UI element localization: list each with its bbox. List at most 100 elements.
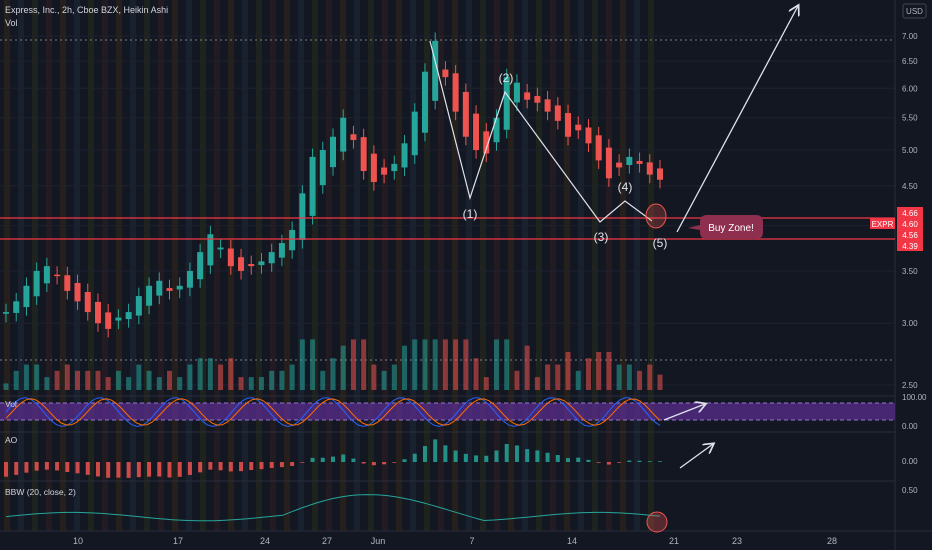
ao-bar: [239, 462, 244, 472]
candle-body: [54, 274, 61, 277]
volume-bar: [596, 351, 602, 390]
time-axis[interactable]: 10 17 24 27 Jun 7 14 21 23 28: [73, 536, 837, 546]
volume-bar: [269, 370, 275, 390]
ao-bar: [586, 459, 591, 462]
ao-bar: [167, 462, 172, 478]
candle-body: [370, 153, 377, 183]
volume-bar: [156, 377, 162, 390]
price-tag-2: 4.60: [902, 220, 918, 229]
ao-bar: [596, 462, 601, 463]
volume-bar: [299, 339, 305, 390]
session-band: [634, 0, 640, 531]
candle-body: [289, 229, 296, 251]
ao-bar: [177, 462, 182, 477]
volume-bar: [534, 377, 540, 390]
ao-bar: [126, 462, 131, 478]
price-target-arrow[interactable]: [676, 6, 798, 233]
ao-bar: [566, 458, 571, 462]
ao-bar: [228, 462, 233, 472]
candle-body: [74, 282, 81, 302]
wave-label-1: (1): [463, 207, 478, 221]
session-band: [130, 0, 136, 531]
ao-bar: [95, 462, 100, 477]
session-band: [354, 0, 360, 531]
time-tick-label: 24: [260, 536, 270, 546]
time-tick-label: 7: [469, 536, 474, 546]
highlight-ellipse-bbw[interactable]: [646, 511, 668, 533]
ao-bar: [249, 462, 254, 471]
candle-body: [3, 312, 9, 314]
ao-bar: [4, 462, 8, 477]
candle-body: [146, 285, 153, 306]
ao-bar: [290, 462, 295, 466]
candle-body: [646, 162, 653, 175]
stoch-rsi-arrow[interactable]: [663, 404, 705, 421]
volume-bar: [197, 358, 203, 390]
volume-bar: [340, 345, 346, 390]
ao-label: AO: [5, 435, 18, 445]
ao-bar: [300, 462, 305, 463]
time-tick-label: 23: [732, 536, 742, 546]
volume-bar: [483, 377, 489, 390]
candle-body: [360, 137, 367, 172]
price-tag-4: 4.39: [902, 242, 918, 251]
candle-body: [268, 252, 275, 264]
candle-body: [493, 117, 500, 143]
volume-bar: [126, 377, 132, 390]
candle-body: [534, 96, 541, 103]
session-band: [102, 0, 108, 531]
ao-bar: [463, 453, 468, 462]
price-tick-label: 2.50: [902, 381, 918, 390]
price-tick-label: 4.50: [902, 182, 918, 191]
session-band: [74, 0, 80, 531]
candle-body: [381, 167, 388, 175]
volume-bar: [279, 370, 285, 390]
session-band: [620, 0, 626, 531]
volume-bar: [320, 370, 326, 390]
volume-bar: [442, 339, 448, 390]
session-band: [256, 0, 262, 531]
volume-bar: [402, 345, 408, 390]
session-band: [438, 0, 444, 531]
ao-bar: [382, 462, 387, 465]
ao-bar: [85, 462, 90, 475]
volume-bar: [545, 364, 551, 390]
volume-bar: [412, 339, 418, 390]
ao-tick-0: 0.00: [902, 457, 918, 466]
stoch-k-line: [5, 397, 661, 427]
ao-bar: [402, 459, 407, 462]
ao-bar: [24, 462, 29, 473]
bbw-line: [5, 494, 661, 522]
buy-zone-callout[interactable]: Buy Zone!: [688, 215, 763, 239]
bbw-series-line: [5, 494, 661, 522]
time-tick-label: 10: [73, 536, 83, 546]
candle-body: [595, 135, 602, 161]
session-band: [312, 0, 318, 531]
candle-body: [33, 270, 40, 297]
candle-body: [616, 162, 623, 168]
ao-bar: [371, 462, 376, 466]
ao-arrow[interactable]: [679, 444, 713, 469]
candle-body: [13, 301, 20, 313]
ao-bar: [494, 450, 499, 462]
ao-bar: [422, 446, 427, 462]
volume-bar: [453, 339, 459, 390]
volume-bar: [575, 370, 581, 390]
ao-bar: [136, 462, 141, 478]
candle-body: [176, 285, 183, 290]
stoch-tick-0: 0.00: [902, 422, 918, 431]
highlight-ellipse-price[interactable]: [645, 203, 667, 229]
currency-badge-bg[interactable]: [902, 3, 927, 19]
ao-bar: [147, 462, 152, 477]
candle-body: [84, 292, 91, 313]
session-band: [452, 0, 458, 531]
elliott-wave-line[interactable]: [429, 40, 653, 223]
bbw-tick-050: 0.50: [902, 486, 918, 495]
volume-bar: [95, 370, 101, 390]
candle-body: [585, 127, 592, 144]
volume-bar: [105, 377, 111, 390]
ao-bar: [443, 445, 448, 462]
session-band: [158, 0, 164, 531]
ao-bar: [504, 443, 509, 462]
